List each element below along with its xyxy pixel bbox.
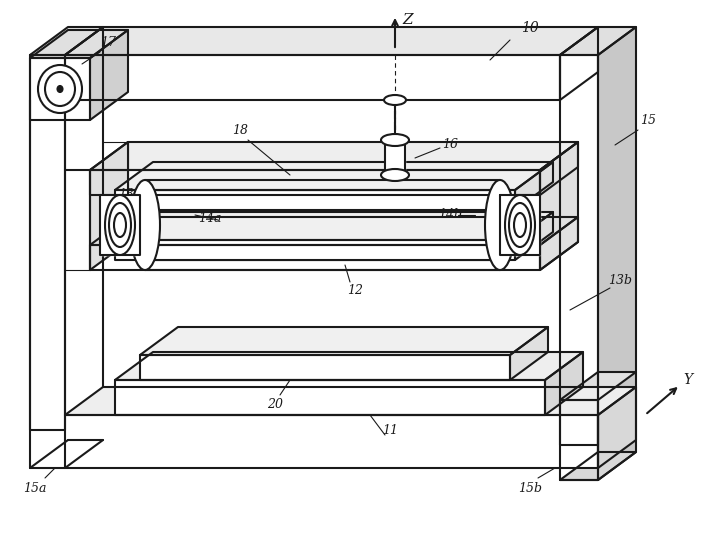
Polygon shape bbox=[560, 452, 636, 480]
Polygon shape bbox=[30, 55, 65, 430]
Polygon shape bbox=[598, 387, 636, 468]
Text: Y: Y bbox=[683, 373, 693, 387]
Polygon shape bbox=[560, 27, 636, 55]
Polygon shape bbox=[598, 27, 636, 480]
Polygon shape bbox=[90, 217, 578, 245]
Polygon shape bbox=[385, 140, 405, 175]
Text: 18: 18 bbox=[232, 124, 248, 137]
Ellipse shape bbox=[38, 65, 82, 113]
Polygon shape bbox=[540, 142, 578, 195]
Polygon shape bbox=[540, 142, 578, 270]
Ellipse shape bbox=[130, 180, 160, 270]
Polygon shape bbox=[115, 380, 545, 415]
Polygon shape bbox=[115, 240, 515, 260]
Ellipse shape bbox=[45, 72, 75, 106]
Text: 14a: 14a bbox=[199, 211, 222, 225]
Polygon shape bbox=[65, 27, 598, 55]
Polygon shape bbox=[560, 372, 636, 400]
Polygon shape bbox=[500, 195, 540, 255]
Polygon shape bbox=[90, 245, 540, 270]
Polygon shape bbox=[545, 352, 583, 415]
Ellipse shape bbox=[109, 203, 131, 247]
Polygon shape bbox=[115, 352, 583, 380]
Ellipse shape bbox=[505, 195, 535, 255]
Text: 15a: 15a bbox=[23, 482, 47, 495]
Ellipse shape bbox=[57, 86, 62, 92]
Text: 20: 20 bbox=[267, 398, 283, 411]
Polygon shape bbox=[115, 162, 553, 190]
Ellipse shape bbox=[485, 180, 515, 270]
Polygon shape bbox=[65, 387, 636, 415]
Polygon shape bbox=[140, 355, 510, 380]
Text: 10: 10 bbox=[521, 21, 539, 35]
Ellipse shape bbox=[384, 95, 406, 105]
Polygon shape bbox=[65, 415, 598, 468]
Text: Z: Z bbox=[403, 13, 413, 27]
Polygon shape bbox=[560, 27, 598, 100]
Text: 13b: 13b bbox=[608, 274, 632, 286]
Polygon shape bbox=[30, 58, 90, 120]
Text: 17: 17 bbox=[100, 36, 116, 48]
Text: 15b: 15b bbox=[518, 482, 542, 495]
Polygon shape bbox=[540, 217, 578, 270]
Ellipse shape bbox=[381, 169, 409, 181]
Polygon shape bbox=[90, 30, 128, 120]
Text: 13a: 13a bbox=[118, 189, 142, 201]
Polygon shape bbox=[140, 327, 548, 355]
Polygon shape bbox=[115, 190, 515, 210]
Polygon shape bbox=[515, 212, 553, 260]
Polygon shape bbox=[560, 400, 598, 445]
Polygon shape bbox=[90, 142, 578, 170]
Polygon shape bbox=[30, 27, 103, 55]
Polygon shape bbox=[560, 55, 598, 480]
Text: 11: 11 bbox=[382, 423, 398, 436]
Polygon shape bbox=[65, 55, 560, 100]
Ellipse shape bbox=[514, 213, 526, 237]
Ellipse shape bbox=[114, 213, 126, 237]
Text: 16: 16 bbox=[442, 139, 458, 152]
Ellipse shape bbox=[381, 134, 409, 146]
Text: 12: 12 bbox=[347, 284, 363, 296]
Polygon shape bbox=[90, 142, 128, 270]
Polygon shape bbox=[515, 162, 553, 210]
Text: 14b: 14b bbox=[438, 209, 462, 221]
Polygon shape bbox=[510, 327, 548, 380]
Polygon shape bbox=[90, 170, 540, 195]
Polygon shape bbox=[115, 212, 553, 240]
Ellipse shape bbox=[105, 195, 135, 255]
Polygon shape bbox=[30, 30, 128, 58]
Ellipse shape bbox=[509, 203, 531, 247]
Text: 15: 15 bbox=[640, 114, 656, 127]
Polygon shape bbox=[100, 195, 140, 255]
